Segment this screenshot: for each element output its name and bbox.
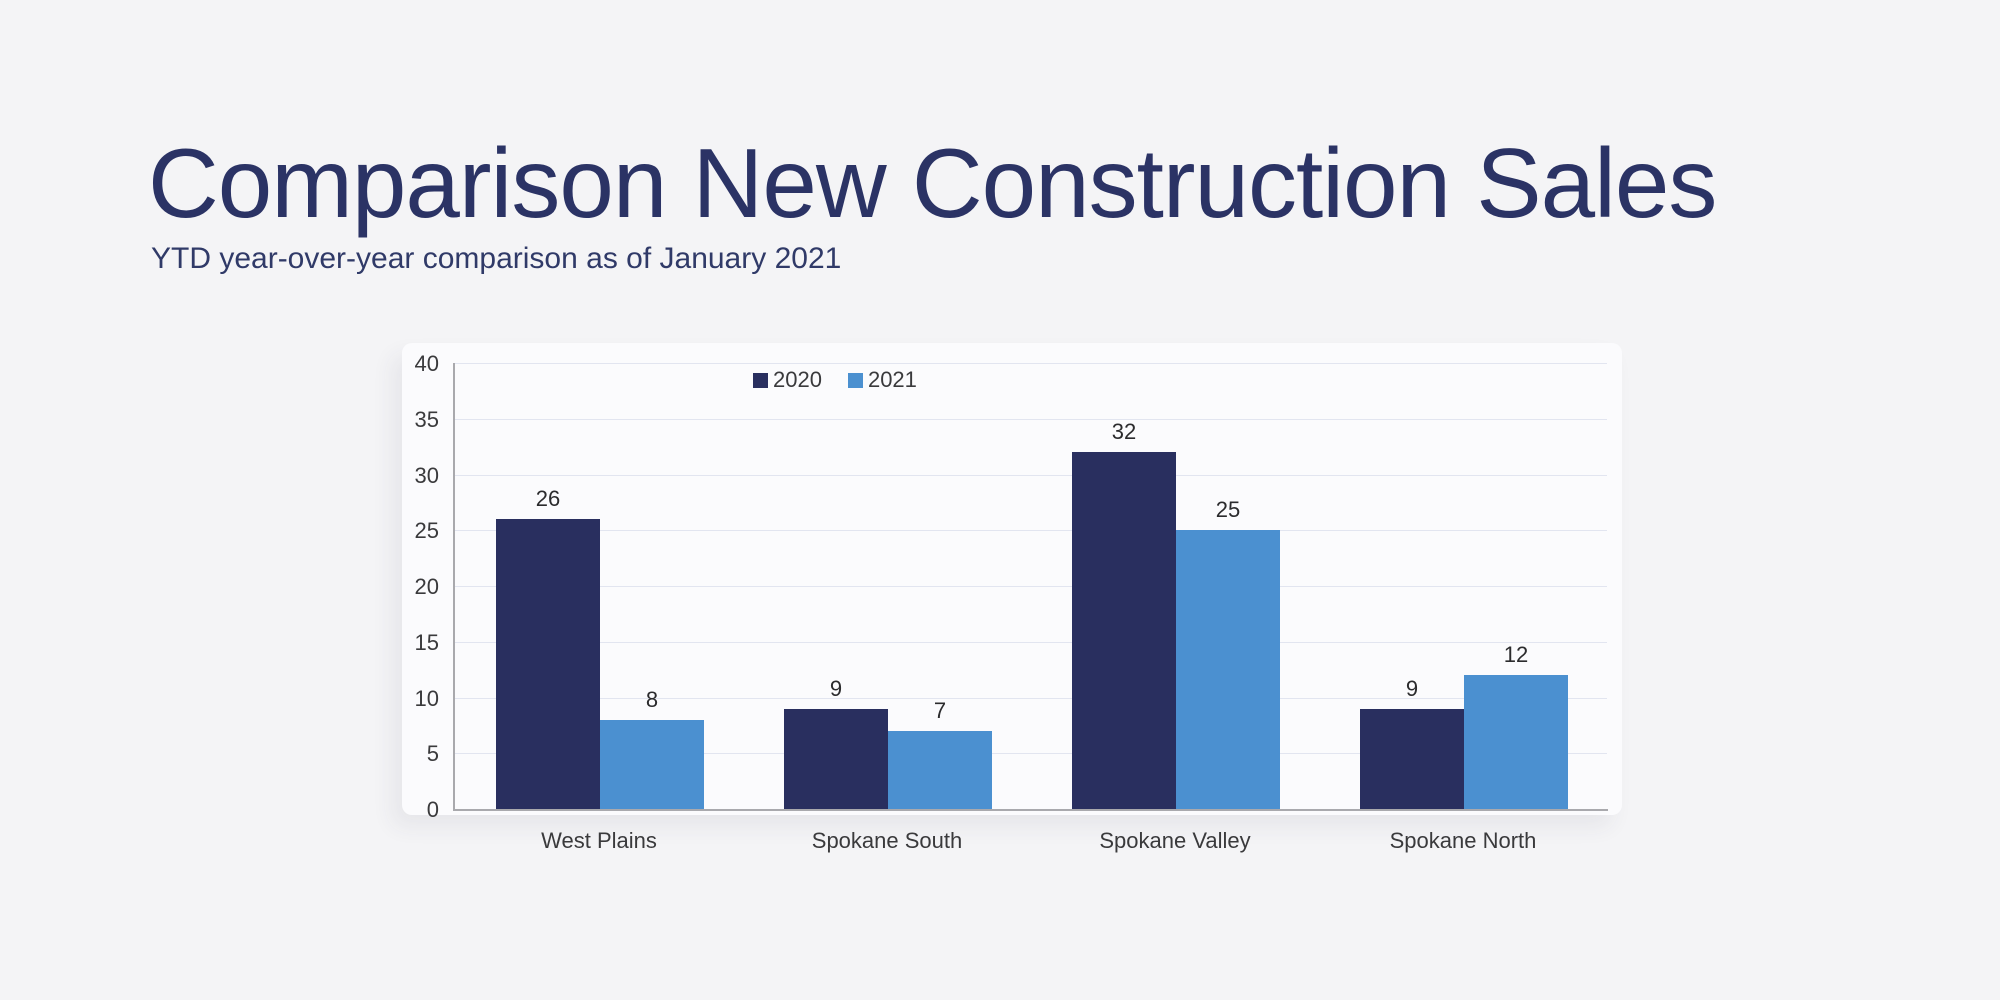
bar-value-label-2021-spokane-valley: 25 <box>1215 497 1241 522</box>
bar-2021-west-plains <box>600 720 704 809</box>
gridline-5 <box>455 753 1607 754</box>
y-tick-label-5: 5 <box>426 741 439 766</box>
y-tick-label-40: 40 <box>414 351 439 376</box>
gridline-35 <box>455 419 1607 420</box>
y-tick-label-30: 30 <box>414 463 439 488</box>
x-axis-label-spokane-north: Spokane North <box>1389 828 1537 853</box>
bar-2020-west-plains <box>496 519 600 809</box>
slide-subtitle: YTD year-over-year comparison as of Janu… <box>151 242 842 275</box>
slide-title: Comparison New Construction Sales <box>148 128 1717 238</box>
bar-value-label-2021-spokane-north: 12 <box>1503 642 1529 667</box>
y-tick-label-0: 0 <box>426 797 439 822</box>
y-tick-label-35: 35 <box>414 407 439 432</box>
bar-2020-spokane-valley <box>1072 452 1176 809</box>
bar-value-label-2020-west-plains: 26 <box>535 486 561 511</box>
gridline-20 <box>455 586 1607 587</box>
bar-value-label-2021-spokane-south: 7 <box>933 698 947 723</box>
legend-swatch-2020 <box>753 372 768 388</box>
gridline-30 <box>455 475 1607 476</box>
y-tick-label-25: 25 <box>414 518 439 543</box>
y-tick-label-15: 15 <box>414 630 439 655</box>
bar-2021-spokane-valley <box>1176 530 1280 809</box>
bar-value-label-2021-west-plains: 8 <box>645 687 659 712</box>
legend-item-2020: 2020 <box>753 368 822 392</box>
gridline-40 <box>455 363 1607 364</box>
bar-2021-spokane-south <box>888 731 992 809</box>
bar-value-label-2020-spokane-north: 9 <box>1405 676 1419 701</box>
legend-label-2020: 2020 <box>773 367 822 392</box>
y-tick-label-10: 10 <box>414 686 439 711</box>
bar-2021-spokane-north <box>1464 675 1568 809</box>
gridline-15 <box>455 642 1607 643</box>
x-axis-label-west-plains: West Plains <box>541 828 657 853</box>
bar-value-label-2020-spokane-valley: 32 <box>1111 419 1137 444</box>
legend: 2020 2021 <box>753 368 917 392</box>
legend-item-2021: 2021 <box>847 367 917 392</box>
bar-2020-spokane-north <box>1360 709 1464 809</box>
x-axis-label-spokane-south: Spokane South <box>811 828 963 853</box>
y-tick-label-20: 20 <box>414 574 439 599</box>
bar-chart: 0 5 10 15 20 25 30 35 40 26 8 9 7 32 25 9 12 West Plain… <box>415 352 1608 853</box>
gridline-10 <box>455 698 1607 699</box>
bar-value-label-2020-spokane-south: 9 <box>829 676 843 701</box>
legend-label-2021: 2021 <box>867 367 917 392</box>
x-axis-line <box>453 809 1608 811</box>
y-axis-line <box>453 363 455 811</box>
legend-swatch-2021 <box>847 372 863 388</box>
gridline-25 <box>455 530 1607 531</box>
bar-2020-spokane-south <box>784 709 888 809</box>
x-axis-label-spokane-valley: Spokane Valley <box>1099 828 1251 853</box>
